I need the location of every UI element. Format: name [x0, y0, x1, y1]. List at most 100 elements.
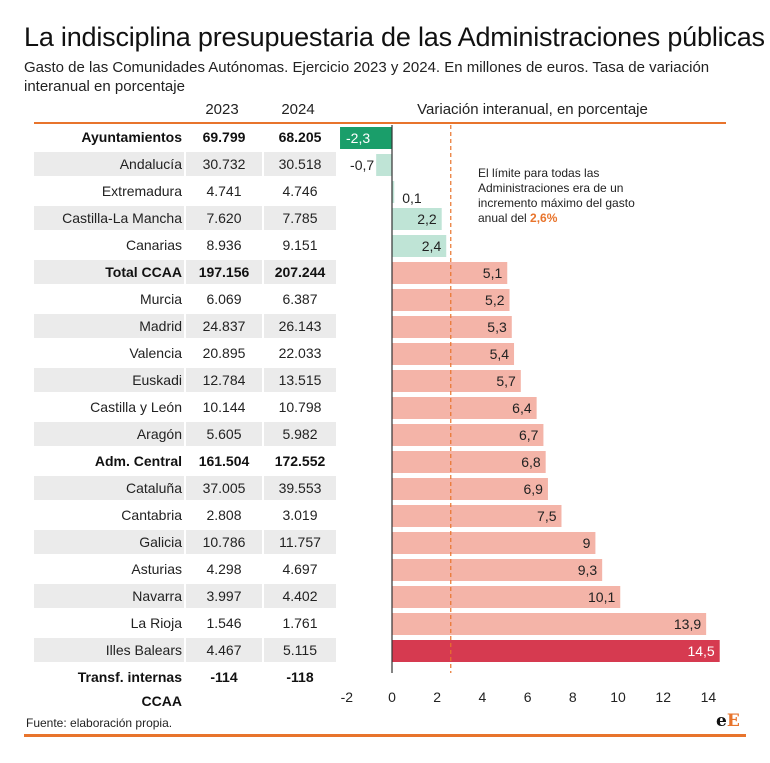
row-label: Valencia — [129, 345, 182, 361]
x-tick-label: 10 — [610, 689, 626, 705]
bar — [392, 316, 512, 338]
value-2024: 7.785 — [264, 206, 336, 230]
bar — [392, 235, 447, 257]
value-2024: 207.244 — [264, 260, 336, 284]
bar — [392, 505, 562, 527]
value-2023: 20.895 — [202, 345, 246, 361]
logo-letter-e: e — [716, 711, 727, 731]
value-2023: 69.799 — [202, 129, 246, 145]
table-row: Extremadura 4.741 4.746 — [34, 179, 336, 206]
row-label: Cataluña — [34, 476, 184, 500]
source-note: Fuente: elaboración propia. — [26, 716, 173, 730]
value-label: 2,4 — [422, 238, 442, 254]
table-row: Euskadi 12.784 13.515 — [34, 368, 336, 395]
value-label: 13,9 — [674, 616, 701, 632]
value-label: 6,4 — [512, 400, 532, 416]
value-2024: 3.019 — [282, 507, 318, 523]
column-header-2023: 2023 — [205, 101, 239, 118]
x-tick-label: 6 — [524, 689, 532, 705]
value-2023: 197.156 — [186, 260, 262, 284]
x-tick-label: 8 — [569, 689, 577, 705]
value-2023: 6.069 — [206, 291, 242, 307]
row-label: Aragón — [34, 422, 184, 446]
value-2024: 4.746 — [282, 183, 318, 199]
bar — [392, 397, 537, 419]
value-2024: 68.205 — [278, 129, 322, 145]
data-table: Ayuntamientos 69.799 68.205 Andalucía 30.732… — [34, 125, 336, 709]
value-label: 5,1 — [483, 265, 503, 281]
value-label: 9 — [583, 535, 591, 551]
table-row: Castilla y León 10.144 10.798 — [34, 395, 336, 422]
value-2024: 4.402 — [264, 584, 336, 608]
value-label: 0,1 — [402, 190, 422, 206]
row-label: Castilla-La Mancha — [34, 206, 184, 230]
value-2023: 4.741 — [206, 183, 242, 199]
bar — [392, 532, 596, 554]
column-header-2024: 2024 — [281, 101, 315, 118]
bar — [392, 586, 621, 608]
table-row: Valencia 20.895 22.033 — [34, 341, 336, 368]
value-2024: 26.143 — [264, 314, 336, 338]
value-2024: 5.982 — [264, 422, 336, 446]
limit-annotation-highlight: 2,6% — [530, 211, 558, 225]
footer-divider — [24, 734, 746, 737]
value-label: 5,3 — [487, 319, 507, 335]
value-2023: 161.504 — [198, 453, 250, 469]
bar — [392, 424, 544, 446]
value-2024: 6.387 — [282, 291, 318, 307]
value-2024: 1.761 — [282, 615, 318, 631]
bar — [392, 343, 515, 365]
row-label: Illes Balears — [34, 638, 184, 662]
bar — [392, 370, 521, 392]
value-label: 6,9 — [523, 481, 543, 497]
row-label: Transf. internas CCAA — [77, 669, 182, 709]
row-label: Adm. Central — [94, 453, 182, 469]
bar — [392, 613, 707, 635]
value-2023: 5.605 — [186, 422, 262, 446]
value-label: 5,7 — [496, 373, 516, 389]
bar — [392, 208, 442, 230]
value-2024: 9.151 — [282, 237, 318, 253]
value-label: -2,3 — [346, 130, 370, 146]
header-divider — [34, 122, 726, 124]
bar — [392, 262, 508, 284]
value-label: 5,2 — [485, 292, 505, 308]
value-2023: 10.144 — [202, 399, 246, 415]
table-row: Aragón 5.605 5.982 — [34, 422, 336, 449]
table-row: Galicia 10.786 11.757 — [34, 530, 336, 557]
column-header-variation: Variación interanual, en porcentaje — [417, 101, 648, 118]
table-row: Transf. internas CCAA -114 -118 — [34, 665, 336, 709]
value-2023: -114 — [210, 669, 238, 685]
value-label: 6,7 — [519, 427, 539, 443]
value-2024: 39.553 — [264, 476, 336, 500]
value-2024: 4.697 — [282, 561, 318, 577]
value-2023: 8.936 — [206, 237, 242, 253]
x-tick-label: 4 — [479, 689, 487, 705]
table-row: Castilla-La Mancha 7.620 7.785 — [34, 206, 336, 233]
value-label: 5,4 — [490, 346, 510, 362]
x-tick-label: 0 — [388, 689, 396, 705]
value-2024: 30.518 — [264, 152, 336, 176]
table-row: Illes Balears 4.467 5.115 — [34, 638, 336, 665]
row-label: La Rioja — [130, 615, 182, 631]
value-2024: -118 — [286, 669, 314, 685]
row-label: Castilla y León — [90, 399, 182, 415]
value-label: 6,8 — [521, 454, 541, 470]
value-2023: 2.808 — [206, 507, 242, 523]
value-label: 9,3 — [578, 562, 598, 578]
row-label: Euskadi — [34, 368, 184, 392]
value-label: 10,1 — [588, 589, 615, 605]
bar — [340, 127, 392, 149]
value-2024: 13.515 — [264, 368, 336, 392]
table-row: Murcia 6.069 6.387 — [34, 287, 336, 314]
limit-annotation: El límite para todas las Administracione… — [476, 166, 640, 226]
value-label: 14,5 — [687, 643, 714, 659]
table-row: Canarias 8.936 9.151 — [34, 233, 336, 260]
table-row: Asturias 4.298 4.697 — [34, 557, 336, 584]
row-label: Madrid — [34, 314, 184, 338]
bar — [376, 154, 392, 176]
value-2024: 22.033 — [278, 345, 322, 361]
bar — [392, 478, 548, 500]
row-label: Galicia — [34, 530, 184, 554]
